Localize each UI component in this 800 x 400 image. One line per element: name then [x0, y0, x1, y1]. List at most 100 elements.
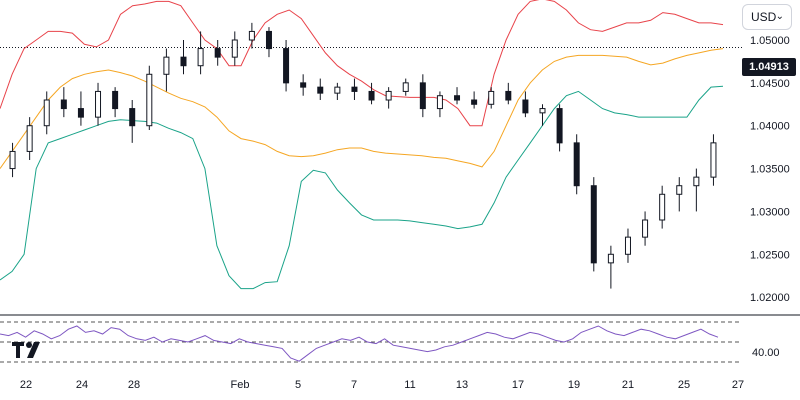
candle — [248, 22, 255, 49]
x-tick-label: Feb — [231, 379, 250, 391]
candle — [129, 100, 136, 143]
candle-body — [454, 95, 461, 101]
candle — [317, 78, 324, 100]
y-tick-label: 1.03000 — [750, 206, 790, 218]
candle — [351, 78, 358, 100]
chevron-down-icon: ⌄ — [775, 11, 784, 22]
candle-body — [60, 99, 67, 110]
candle — [95, 82, 102, 126]
candle-body — [26, 125, 33, 152]
candle — [283, 40, 290, 92]
candle-body — [368, 90, 375, 101]
candle-body — [163, 56, 170, 75]
candle-body — [385, 90, 392, 101]
x-tick-label: 19 — [568, 379, 580, 391]
candle-body — [9, 150, 16, 170]
candle-body — [180, 56, 187, 67]
candle-body — [436, 95, 443, 110]
candle-body — [505, 90, 512, 101]
x-tick-label: 7 — [351, 379, 357, 391]
candle-body — [43, 99, 50, 127]
candle-body — [317, 86, 324, 94]
candle — [385, 87, 392, 109]
currency-label: USD — [751, 10, 777, 24]
candle — [214, 40, 221, 66]
candle-body — [556, 108, 563, 144]
candle — [26, 117, 33, 160]
candle-body — [624, 236, 631, 255]
candlestick-series — [9, 22, 717, 289]
candle-body — [419, 82, 426, 110]
candle-body — [77, 108, 84, 118]
y-tick-label: 1.02000 — [750, 292, 790, 304]
candle-body — [95, 90, 102, 118]
candle-body — [248, 30, 255, 41]
x-tick-label: 5 — [295, 379, 301, 391]
candle — [488, 87, 495, 109]
candle — [642, 211, 649, 246]
candle-body — [300, 82, 307, 88]
candle — [607, 245, 614, 289]
candle-body — [710, 142, 717, 178]
candle — [624, 228, 631, 263]
rsi-panel — [0, 321, 740, 363]
candle-body — [590, 185, 597, 264]
bollinger-bands — [0, 0, 724, 290]
candle-body — [642, 219, 649, 238]
x-tick-label: 25 — [678, 379, 690, 391]
candle — [60, 87, 67, 118]
rsi-tick-label: 40.00 — [752, 347, 780, 359]
candle — [231, 31, 238, 66]
candle — [676, 177, 683, 212]
axis-labels: 1.05000 1.04500 1.04000 1.03500 1.03000 1.025… — [20, 35, 790, 391]
x-tick-label: 24 — [76, 379, 88, 391]
candle — [436, 91, 443, 118]
candle-body — [146, 73, 153, 127]
candle-body — [607, 253, 614, 264]
candle-body — [539, 108, 546, 114]
candle-body — [129, 108, 136, 127]
candle-body — [676, 185, 683, 195]
tradingview-logo-icon — [12, 342, 40, 358]
candle-body — [214, 48, 221, 58]
rsi-line — [0, 325, 719, 362]
candle — [146, 65, 153, 130]
candle-body — [659, 193, 666, 221]
candle — [710, 134, 717, 186]
candle — [43, 91, 50, 135]
candle — [402, 78, 409, 96]
candle — [539, 104, 546, 126]
lower-band-line — [0, 85, 724, 290]
currency-selector[interactable]: USD ⌄ — [742, 4, 792, 30]
candle — [180, 40, 187, 75]
candle-body — [471, 99, 478, 105]
candle — [334, 82, 341, 100]
candle — [265, 27, 272, 58]
candle — [693, 168, 700, 212]
candle — [300, 74, 307, 96]
candle — [659, 185, 666, 229]
candle-body — [402, 82, 409, 92]
middle-band-line — [0, 48, 724, 169]
candle-body — [693, 176, 700, 187]
x-tick-label: 13 — [456, 379, 468, 391]
candle — [419, 74, 426, 118]
candle-body — [488, 90, 495, 105]
candle — [163, 48, 170, 92]
y-tick-label: 1.05000 — [750, 35, 790, 47]
candle — [522, 91, 529, 118]
candle-body — [265, 30, 272, 50]
candle-body — [231, 39, 238, 58]
candle — [505, 82, 512, 105]
candle — [556, 104, 563, 152]
last-price-tag: 1.04913 — [742, 58, 796, 76]
x-tick-label: 21 — [622, 379, 634, 391]
candle — [9, 142, 16, 178]
candle — [77, 91, 84, 126]
candle-body — [351, 86, 358, 92]
x-tick-label: 27 — [732, 379, 744, 391]
upper-band-line — [0, 0, 724, 127]
y-tick-label: 1.03500 — [750, 164, 790, 176]
x-tick-label: 17 — [512, 379, 524, 391]
